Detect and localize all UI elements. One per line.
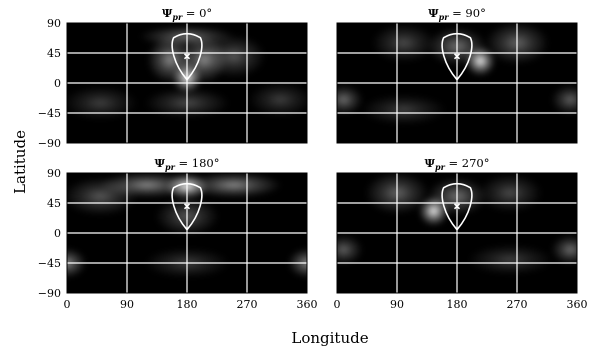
y-tick-label: −45	[38, 257, 61, 270]
panel-title: Ψpr = 0°	[162, 6, 212, 22]
title-symbol: Ψ	[162, 6, 173, 20]
heatmap	[67, 173, 307, 278]
source-marker	[453, 53, 461, 60]
title-subscript: pr	[439, 12, 450, 22]
x-tick-label: 90	[120, 298, 134, 311]
x-tick-label: 270	[237, 298, 258, 311]
intensity-blob	[361, 94, 447, 125]
panel-title: Ψpr = 270°	[425, 156, 490, 172]
x-tick-label: 360	[297, 298, 318, 311]
title-symbol: Ψ	[155, 156, 166, 170]
contour-line	[441, 182, 473, 231]
x-axis-label: Longitude	[291, 329, 368, 347]
x-tick-label: 0	[64, 298, 71, 311]
y-tick-label: −45	[38, 107, 61, 120]
contour-line	[171, 32, 203, 81]
source-marker	[453, 203, 461, 210]
panel-frame	[66, 22, 308, 144]
title-value: = 0°	[182, 6, 212, 20]
y-tick-label: 0	[54, 77, 61, 90]
grid	[337, 173, 577, 293]
y-tick-label: −90	[38, 287, 61, 300]
heatmap	[67, 25, 307, 121]
intensity-blob	[551, 234, 577, 265]
panel-0: Ψpr = 0° 90 45 0 −45 −90	[38, 6, 308, 150]
y-axis-label: Latitude	[11, 130, 29, 194]
title-subscript: pr	[435, 162, 446, 172]
contour-line	[441, 32, 473, 81]
intensity-blob	[337, 234, 363, 265]
panel-frame	[336, 22, 578, 144]
panel-3: Ψpr = 270° 0 90 180 270 360	[334, 156, 588, 311]
title-symbol: Ψ	[428, 6, 439, 20]
panel-frame	[336, 172, 578, 294]
panel-1: Ψpr = 90°	[336, 6, 578, 144]
x-tick-label: 90	[390, 298, 404, 311]
y-tick-label: −90	[38, 137, 61, 150]
grid	[67, 173, 307, 293]
title-value: = 90°	[448, 6, 485, 20]
title-value: = 270°	[445, 156, 490, 170]
y-tick-label: 45	[47, 47, 61, 60]
grid	[337, 23, 577, 143]
y-tick-label: 45	[47, 197, 61, 210]
title-value: = 180°	[175, 156, 220, 170]
intensity-blob	[467, 244, 553, 275]
intensity-blob	[551, 84, 577, 115]
y-tick-label: 90	[47, 17, 61, 30]
title-subscript: pr	[172, 12, 183, 22]
x-tick-label: 180	[447, 298, 468, 311]
x-tick-label: 360	[567, 298, 588, 311]
intensity-blob	[248, 82, 307, 117]
intensity-blob	[185, 173, 282, 198]
contour-line	[171, 182, 203, 231]
y-tick-label: 0	[54, 227, 61, 240]
panel-title: Ψpr = 90°	[428, 6, 486, 22]
title-symbol: Ψ	[425, 156, 436, 170]
intensity-blob	[201, 35, 266, 78]
panel-frame	[66, 172, 308, 294]
source-marker	[183, 53, 191, 60]
grid	[67, 23, 307, 143]
source-marker	[183, 203, 191, 210]
x-tick-label: 0	[334, 298, 341, 311]
y-tick-label: 90	[47, 167, 61, 180]
x-tick-label: 270	[507, 298, 528, 311]
intensity-blob	[371, 23, 436, 63]
panel-title: Ψpr = 180°	[155, 156, 220, 172]
title-subscript: pr	[165, 162, 176, 172]
x-tick-label: 180	[177, 298, 198, 311]
intensity-blob	[337, 84, 363, 115]
intensity-blob	[67, 85, 138, 121]
intensity-blob	[478, 173, 543, 213]
intensity-blob	[67, 177, 138, 216]
intensity-blob	[146, 36, 194, 84]
